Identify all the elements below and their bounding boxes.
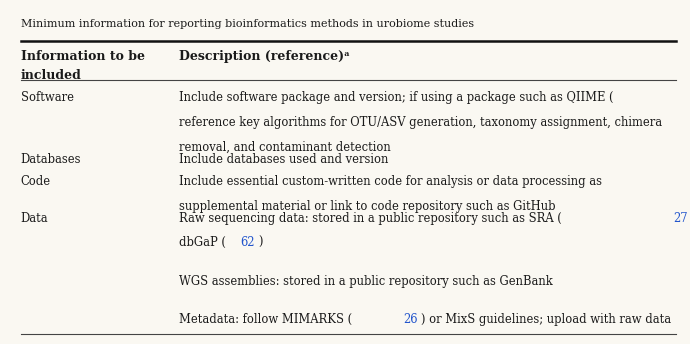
Text: Include databases used and version: Include databases used and version (179, 153, 388, 166)
Text: 62: 62 (240, 236, 255, 249)
Text: WGS assemblies: stored in a public repository such as GenBank: WGS assemblies: stored in a public repos… (179, 275, 553, 288)
Text: Description (reference)ᵃ: Description (reference)ᵃ (179, 50, 351, 63)
Text: Code: Code (21, 175, 51, 189)
Text: 27: 27 (673, 212, 688, 225)
Text: dbGaP (: dbGaP ( (179, 236, 226, 249)
Text: supplemental material or link to code repository such as GitHub: supplemental material or link to code re… (179, 200, 556, 213)
Text: removal, and contaminant detection: removal, and contaminant detection (179, 141, 391, 154)
Text: ) or MixS guidelines; upload with raw data: ) or MixS guidelines; upload with raw da… (422, 313, 671, 326)
Text: Databases: Databases (21, 153, 81, 166)
Text: 26: 26 (403, 313, 417, 326)
Text: Metadata: follow MIMARKS (: Metadata: follow MIMARKS ( (179, 313, 353, 326)
Text: Information to be
included: Information to be included (21, 50, 145, 82)
Text: ): ) (259, 236, 263, 249)
Text: Minimum information for reporting bioinformatics methods in urobiome studies: Minimum information for reporting bioinf… (21, 19, 474, 29)
Text: Raw sequencing data: stored in a public repository such as SRA (: Raw sequencing data: stored in a public … (179, 212, 562, 225)
Text: Data: Data (21, 212, 48, 225)
Text: Include software package and version; if using a package such as QIIME (: Include software package and version; if… (179, 91, 614, 104)
Text: Software: Software (21, 91, 74, 104)
Text: Include essential custom-written code for analysis or data processing as: Include essential custom-written code fo… (179, 175, 602, 189)
Text: reference key algorithms for OTU/ASV generation, taxonomy assignment, chimera: reference key algorithms for OTU/ASV gen… (179, 116, 662, 129)
